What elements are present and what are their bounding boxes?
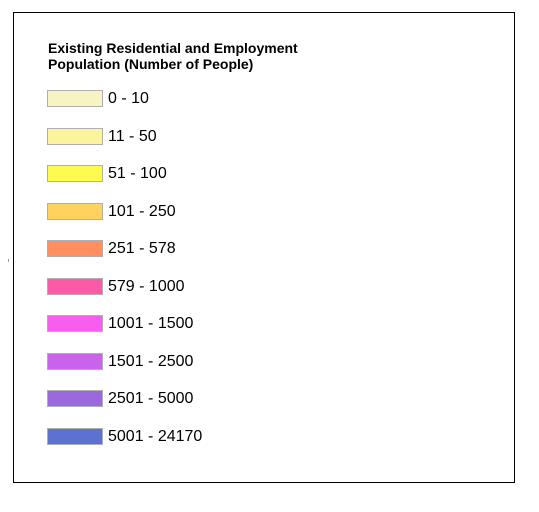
- legend-item: 1501 - 2500: [47, 352, 202, 390]
- legend-label: 101 - 250: [108, 202, 176, 220]
- legend-label: 0 - 10: [108, 90, 149, 107]
- legend-item: 51 - 100: [47, 164, 202, 202]
- legend-item: 2501 - 5000: [47, 389, 202, 427]
- legend-item: 101 - 250: [47, 202, 202, 240]
- legend-label: 5001 - 24170: [108, 427, 203, 445]
- legend-label: 1001 - 1500: [108, 315, 194, 332]
- legend-swatch: [47, 315, 103, 332]
- legend-item: 5001 - 24170: [47, 427, 202, 465]
- legend-item: 0 - 10: [47, 89, 202, 127]
- legend-item: 11 - 50: [47, 127, 202, 165]
- legend-label: 251 - 578: [108, 240, 176, 257]
- legend-swatch: [47, 165, 103, 182]
- legend-title-line-1: Existing Residential and Employment: [48, 40, 298, 56]
- legend-label: 2501 - 5000: [108, 390, 194, 407]
- legend-swatch: [47, 127, 103, 145]
- legend-label: 51 - 100: [108, 165, 167, 182]
- legend-swatch: [47, 202, 103, 220]
- legend-swatch: [47, 352, 103, 370]
- legend-label: 579 - 1000: [108, 277, 185, 295]
- legend-item: 579 - 1000: [47, 277, 202, 315]
- legend-swatch: [47, 277, 103, 295]
- legend-item: 1001 - 1500: [47, 314, 202, 352]
- legend-swatch: [47, 390, 103, 407]
- legend-list: 0 - 10 11 - 50 51 - 100 101 - 250 251 - …: [47, 89, 202, 464]
- legend-swatch: [47, 427, 103, 445]
- legend-label: 1501 - 2500: [108, 352, 194, 370]
- legend-panel: [13, 12, 515, 483]
- legend-item: 251 - 578: [47, 239, 202, 277]
- legend-swatch: [47, 90, 103, 107]
- legend-swatch: [47, 240, 103, 257]
- legend-label: 11 - 50: [108, 127, 157, 145]
- edge-tick-mark: [8, 259, 9, 262]
- legend-title: Existing Residential and Employment Popu…: [48, 40, 298, 72]
- legend-title-line-2: Population (Number of People): [48, 56, 254, 72]
